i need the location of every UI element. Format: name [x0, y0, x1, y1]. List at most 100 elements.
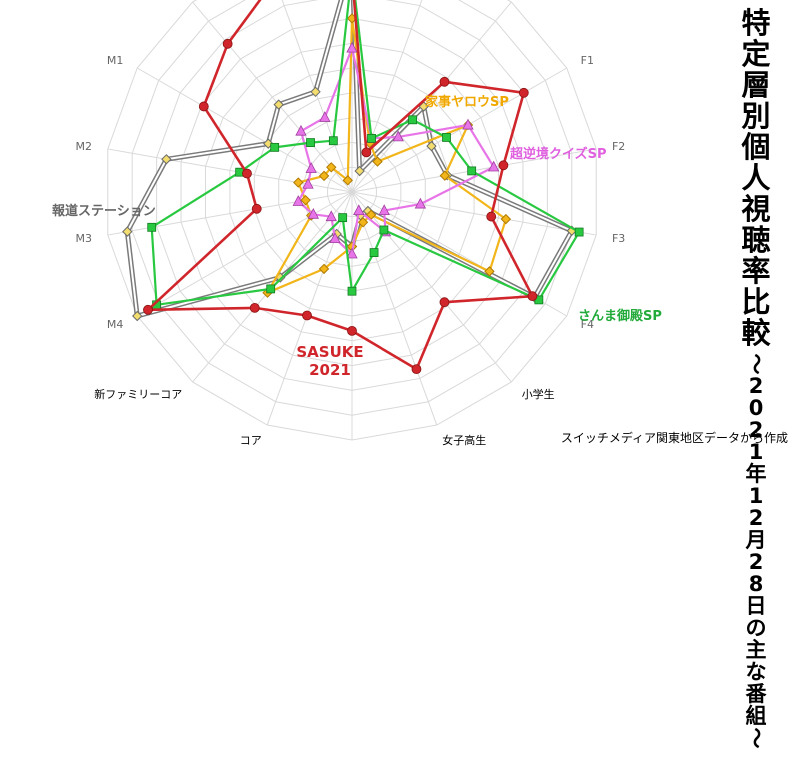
- data-point: [329, 232, 341, 244]
- axis-label-11: 新ファミリーコア: [94, 387, 182, 401]
- data-point: [518, 87, 529, 98]
- data-point: [161, 154, 172, 165]
- series-0: [143, 0, 538, 375]
- series-label-sasuke-2: 2021: [309, 361, 351, 379]
- data-point: [306, 138, 315, 148]
- data-point: [354, 165, 365, 177]
- axis-label-7: 小学生: [522, 387, 555, 401]
- data-point: [307, 207, 320, 219]
- data-point: [439, 76, 450, 87]
- radar-spoke: [136, 67, 353, 193]
- data-point: [347, 325, 357, 336]
- series-label-sanma: さんま御殿SP: [578, 308, 662, 324]
- data-point: [295, 124, 307, 136]
- axis-label-10: コア: [240, 434, 262, 447]
- data-point: [273, 99, 284, 110]
- data-point: [353, 204, 365, 216]
- data-point: [439, 297, 450, 308]
- series-layer: [122, 0, 584, 375]
- data-point: [326, 162, 337, 173]
- radar-spoke: [281, 0, 353, 193]
- data-point: [328, 136, 338, 146]
- data-point: [346, 41, 358, 53]
- data-point: [143, 304, 153, 315]
- data-point: [498, 160, 509, 171]
- data-point: [222, 38, 233, 49]
- data-point: [251, 203, 262, 214]
- chart-title: 特定層別個人視聴率比較: [741, 6, 771, 350]
- data-point: [310, 86, 321, 97]
- series-label-hodo: 報道ステーション: [52, 203, 156, 219]
- data-point: [122, 226, 133, 237]
- series-label-sasuke-1: SASUKE: [296, 343, 363, 361]
- data-point: [347, 286, 357, 296]
- data-point: [426, 140, 437, 152]
- axis-label-3: F1: [581, 54, 594, 67]
- data-point: [319, 111, 331, 122]
- data-point: [266, 284, 276, 294]
- data-point: [527, 291, 538, 302]
- series-1: [147, 0, 584, 310]
- series-label-gyakkyo: 超逆境クイズSP: [510, 146, 607, 162]
- series-3: [292, 41, 500, 259]
- data-point: [293, 177, 304, 188]
- data-point: [462, 118, 474, 130]
- data-point: [270, 142, 280, 152]
- data-point: [242, 168, 252, 179]
- data-point: [338, 213, 348, 223]
- data-point: [484, 266, 495, 277]
- data-point: [198, 101, 209, 112]
- data-point: [442, 133, 451, 142]
- data-point: [357, 217, 369, 228]
- data-point: [392, 130, 404, 142]
- data-point: [487, 160, 500, 172]
- axis-label-15: M1: [107, 54, 124, 67]
- axis-label-4: F2: [612, 140, 625, 153]
- series-2: [262, 13, 512, 298]
- data-point: [378, 204, 390, 216]
- data-point: [414, 197, 427, 209]
- data-point: [369, 248, 379, 257]
- data-point: [318, 263, 330, 275]
- radar-spoke: [136, 191, 353, 317]
- axis-label-5: F3: [612, 232, 625, 245]
- radar-chart: 個人FCFTF1F2F3F4小学生女子高生大学生コア新ファミリーコアM4M3M2…: [52, 0, 662, 450]
- data-point: [408, 115, 417, 125]
- data-point: [500, 213, 512, 225]
- series-labels: SASUKE 2021 さんま御殿SP 家事ヤロウSP 超逆境クイズSP 報道ス…: [52, 94, 662, 379]
- data-point: [346, 247, 358, 259]
- data-point: [467, 166, 477, 176]
- data-point: [342, 175, 353, 186]
- axis-label-12: M4: [107, 318, 124, 331]
- data-point: [147, 222, 157, 232]
- axis-label-13: M3: [76, 232, 93, 245]
- data-point: [486, 211, 497, 222]
- axis-label-8: 女子高生: [442, 433, 486, 447]
- radar-spoke: [351, 191, 597, 236]
- axis-label-14: M2: [76, 140, 93, 153]
- data-point: [439, 170, 451, 181]
- data-point: [318, 170, 330, 182]
- data-point: [302, 310, 312, 321]
- radar-spoke: [351, 67, 568, 193]
- data-point: [379, 225, 389, 235]
- data-point: [325, 210, 337, 222]
- data-point: [574, 227, 584, 237]
- data-point: [305, 162, 317, 173]
- series-label-kajiyarou: 家事ヤロウSP: [425, 94, 509, 110]
- data-point: [411, 364, 422, 375]
- data-point: [292, 195, 304, 206]
- radar-spoke: [266, 191, 353, 426]
- data-point: [372, 156, 383, 167]
- axis-label-6: F4: [581, 318, 594, 331]
- data-point: [132, 310, 143, 322]
- chart-subtitle: 〜 2 0 2 1 年 1 2 月 2 8 日の主な番組〜: [744, 353, 768, 749]
- data-point: [361, 147, 372, 158]
- radar-spoke: [351, 191, 512, 383]
- axis-labels: 個人FCFTF1F2F3F4小学生女子高生大学生コア新ファミリーコアM4M3M2…: [76, 54, 626, 450]
- data-point: [367, 133, 376, 143]
- data-point: [249, 302, 260, 313]
- radar-spoke: [192, 1, 353, 193]
- source-credit: スイッチメディア関東地区データから作成: [560, 431, 788, 445]
- data-point: [300, 194, 311, 206]
